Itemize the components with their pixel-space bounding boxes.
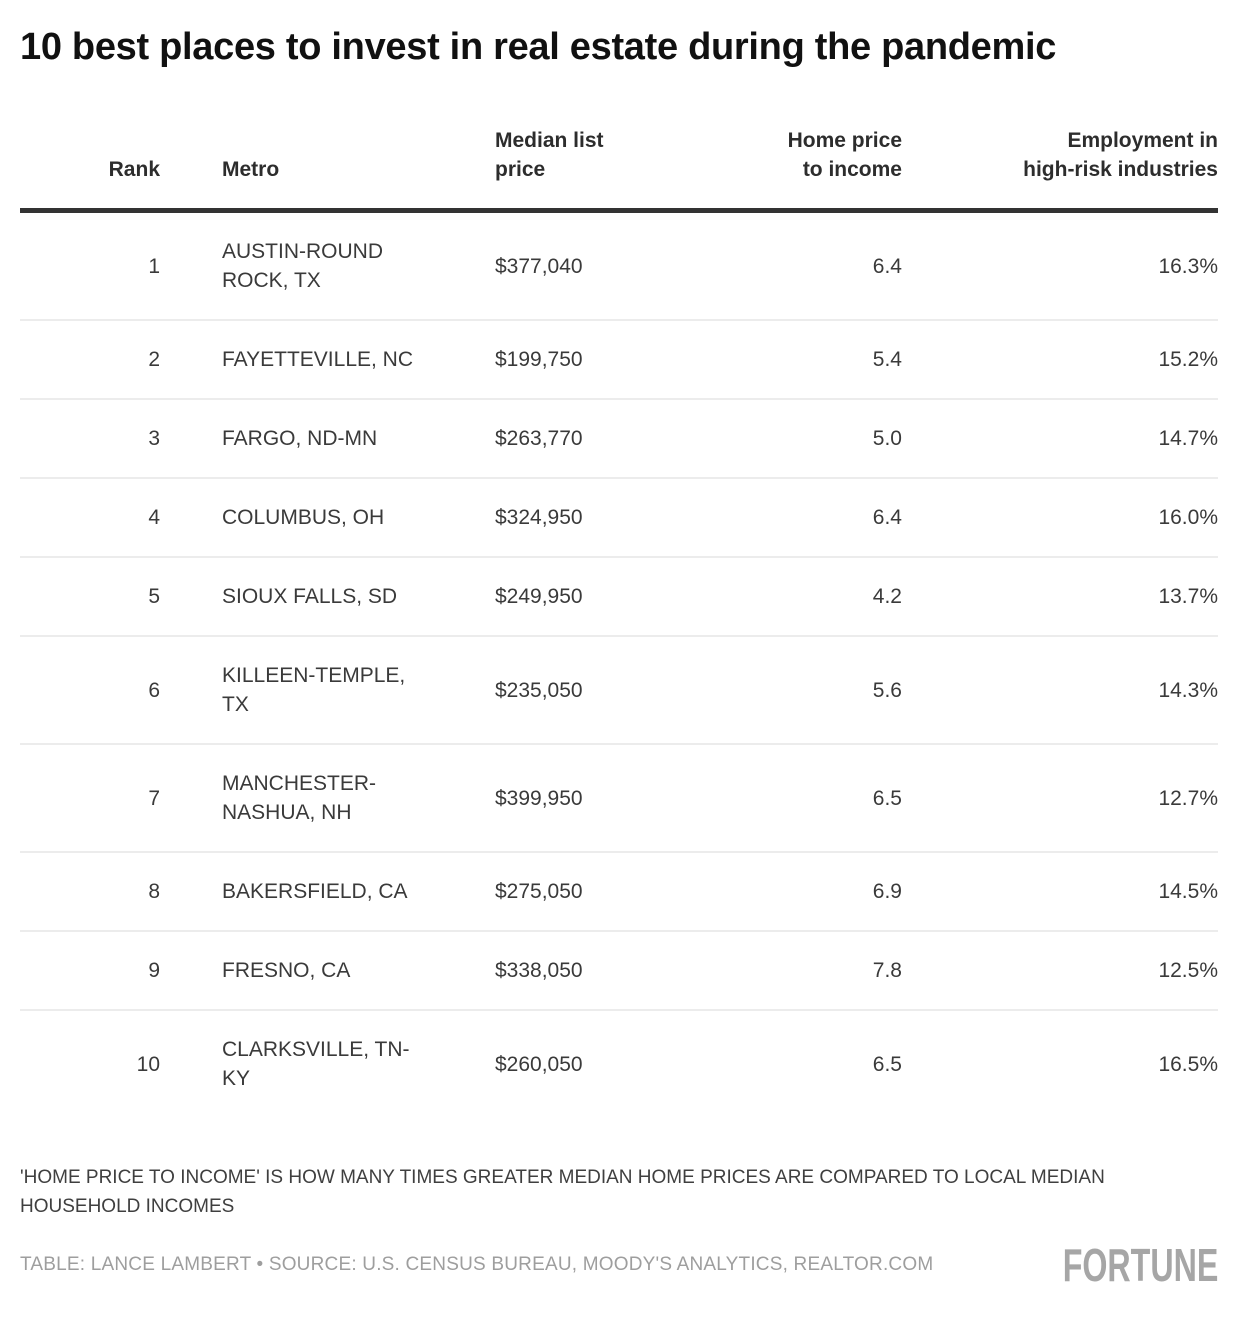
ratio-cell: 6.5 — [725, 1009, 902, 1117]
col-header-metro: Metro — [160, 72, 495, 213]
table-row: 4 COLUMBUS, OH $324,950 6.4 16.0% — [20, 477, 1218, 557]
price-cell: $260,050 — [495, 1009, 725, 1117]
table-row: 3 FARGO, ND-MN $263,770 5.0 14.7% — [20, 398, 1218, 478]
employment-cell: 16.3% — [1158, 254, 1218, 278]
metro-cell: BAKERSFIELD, CA — [160, 851, 495, 931]
metro-cell: FAYETTEVILLE, NC — [160, 319, 495, 399]
price-cell: $199,750 — [495, 319, 725, 399]
employment-cell: 12.7% — [902, 743, 1218, 852]
metro-cell: MANCHESTER-NASHUA, NH — [160, 743, 495, 852]
ratio-cell: 6.9 — [725, 851, 902, 931]
rank-cell: 10 — [20, 1009, 160, 1117]
price-cell: $275,050 — [495, 851, 725, 931]
table-row: 6 KILLEEN-TEMPLE, TX $235,050 5.6 14.3% — [20, 635, 1218, 744]
metro-cell: AUSTIN-ROUND ROCK, TX — [222, 240, 383, 292]
ratio-cell: 6.4 — [725, 477, 902, 557]
price-cell: $338,050 — [495, 930, 725, 1010]
rank-cell: 7 — [20, 743, 160, 852]
employment-cell: 14.7% — [902, 398, 1218, 478]
table-header: Rank Metro Median list price Home price … — [20, 72, 1218, 213]
table-row: 1 AUSTIN-ROUND ROCK, TX $377,040 6.4 16.… — [20, 211, 1218, 321]
metro-cell: FRESNO, CA — [160, 930, 495, 1010]
ratio-cell: 4.2 — [725, 556, 902, 636]
fortune-logo: FORTUNE — [1062, 1239, 1218, 1291]
rank-cell: 8 — [20, 851, 160, 931]
footnote: 'HOME PRICE TO INCOME' IS HOW MANY TIMES… — [20, 1167, 1105, 1217]
employment-cell: 15.2% — [902, 319, 1218, 399]
table-body: 1 AUSTIN-ROUND ROCK, TX $377,040 6.4 16.… — [20, 211, 1218, 1117]
price-cell: $324,950 — [495, 477, 725, 557]
table-row: 8 BAKERSFIELD, CA $275,050 6.9 14.5% — [20, 851, 1218, 931]
price-cell: $377,040 — [495, 254, 583, 278]
employment-cell: 16.0% — [902, 477, 1218, 557]
rank-cell: 2 — [20, 319, 160, 399]
table-row: 2 FAYETTEVILLE, NC $199,750 5.4 15.2% — [20, 319, 1218, 399]
ratio-cell: 6.4 — [872, 254, 902, 278]
footer: TABLE: LANCE LAMBERT • SOURCE: U.S. CENS… — [20, 1239, 1218, 1291]
table-row: 10 CLARKSVILLE, TN-KY $260,050 6.5 16.5% — [20, 1009, 1218, 1117]
rank-cell: 6 — [20, 635, 160, 744]
ratio-cell: 7.8 — [725, 930, 902, 1010]
employment-cell: 13.7% — [902, 556, 1218, 636]
rankings-table: Rank Metro Median list price Home price … — [20, 72, 1218, 1117]
rank-cell: 1 — [148, 254, 160, 278]
ratio-cell: 6.5 — [725, 743, 902, 852]
employment-cell: 14.5% — [902, 851, 1218, 931]
table-row: 5 SIOUX FALLS, SD $249,950 4.2 13.7% — [20, 556, 1218, 636]
page-title: 10 best places to invest in real estate … — [20, 26, 1057, 68]
price-cell: $263,770 — [495, 398, 725, 478]
metro-cell: FARGO, ND-MN — [160, 398, 495, 478]
metro-cell: COLUMBUS, OH — [160, 477, 495, 557]
col-header-home-price-to-income: Home price to income — [725, 72, 902, 213]
metro-cell: SIOUX FALLS, SD — [160, 556, 495, 636]
credit-line: TABLE: LANCE LAMBERT • SOURCE: U.S. CENS… — [20, 1254, 934, 1275]
price-cell: $249,950 — [495, 556, 725, 636]
ratio-cell: 5.6 — [725, 635, 902, 744]
table-row: 7 MANCHESTER-NASHUA, NH $399,950 6.5 12.… — [20, 743, 1218, 852]
ratio-cell: 5.0 — [725, 398, 902, 478]
col-header-rank: Rank — [20, 72, 160, 213]
employment-cell: 16.5% — [902, 1009, 1218, 1117]
rank-cell: 4 — [20, 477, 160, 557]
metro-cell: CLARKSVILLE, TN-KY — [160, 1009, 495, 1117]
table-row: 9 FRESNO, CA $338,050 7.8 12.5% — [20, 930, 1218, 1010]
rank-cell: 5 — [20, 556, 160, 636]
employment-cell: 14.3% — [902, 635, 1218, 744]
ratio-cell: 5.4 — [725, 319, 902, 399]
rank-cell: 9 — [20, 930, 160, 1010]
header-row: Rank Metro Median list price Home price … — [20, 72, 1218, 213]
price-cell: $399,950 — [495, 743, 725, 852]
col-header-median-list-price: Median list price — [495, 72, 725, 213]
price-cell: $235,050 — [495, 635, 725, 744]
employment-cell: 12.5% — [902, 930, 1218, 1010]
metro-cell: KILLEEN-TEMPLE, TX — [160, 635, 495, 744]
col-header-employment-high-risk: Employment in high-risk industries — [902, 72, 1218, 213]
rank-cell: 3 — [20, 398, 160, 478]
